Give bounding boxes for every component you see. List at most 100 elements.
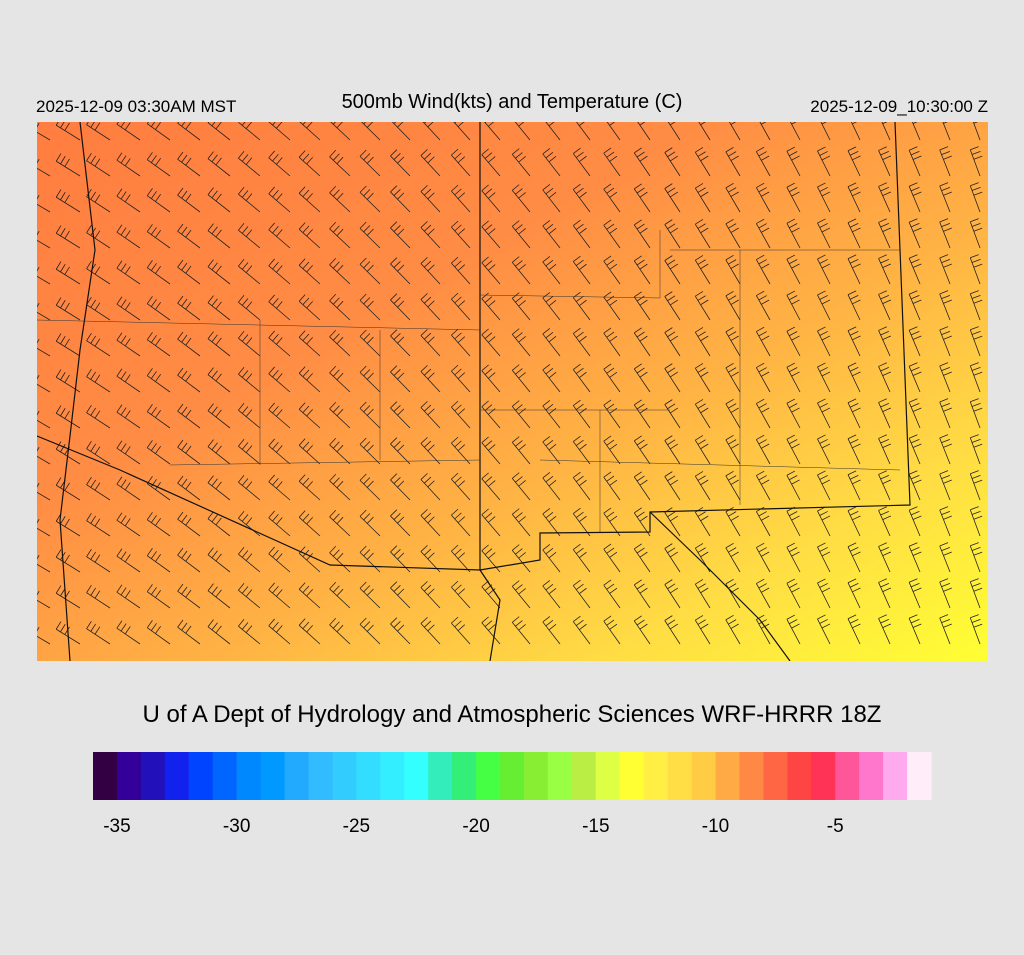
wind-barb: [817, 218, 831, 249]
wind-barb: [572, 471, 591, 501]
wind-barb: [481, 148, 501, 177]
wind-barb: [329, 330, 351, 357]
wind-barb: [298, 186, 321, 213]
wind-barb: [908, 578, 922, 609]
wind-barb: [390, 329, 411, 357]
wind-barb: [390, 149, 411, 177]
wind-barb: [146, 224, 171, 249]
colorbar-swatch: [260, 752, 286, 800]
wind-barb: [694, 543, 711, 573]
wind-barb: [329, 474, 351, 501]
wind-barb: [572, 507, 591, 537]
wind-barb: [37, 122, 51, 141]
wind-barb: [572, 219, 591, 249]
wind-barb: [969, 470, 983, 501]
wind-barb: [908, 290, 922, 321]
colorbar-swatch: [739, 752, 764, 800]
wind-barb: [177, 223, 201, 249]
wind-barb: [572, 579, 591, 609]
wind-barb: [116, 476, 141, 501]
wind-barb: [390, 581, 411, 609]
wind-barb: [725, 470, 741, 501]
wind-barb: [542, 616, 561, 645]
colorbar-swatch: [835, 752, 860, 800]
wind-barb: [572, 147, 591, 177]
wind-barb: [694, 615, 711, 645]
wind-barb: [481, 616, 501, 645]
colorbar-swatch: [595, 752, 621, 800]
colorbar-swatch: [715, 752, 740, 800]
wind-barb: [329, 366, 351, 393]
wind-barb: [329, 294, 351, 321]
wind-barb: [37, 446, 51, 465]
credit: U of A Dept of Hydrology and Atmospheric…: [143, 701, 882, 728]
wind-barb: [298, 258, 321, 285]
wind-barb: [420, 221, 441, 249]
wind-barb: [298, 330, 321, 357]
wind-barb: [728, 122, 741, 141]
wind-barb: [37, 194, 51, 213]
wind-barb: [969, 506, 983, 537]
wind-barb: [86, 548, 111, 573]
wind-barb: [207, 187, 231, 213]
wind-barb: [177, 259, 201, 285]
wind-barb: [481, 508, 501, 537]
wind-barb: [146, 332, 171, 357]
wind-barb: [177, 511, 201, 537]
wind-barb: [116, 584, 141, 609]
wind-barb: [694, 435, 711, 465]
wind-barb: [603, 543, 621, 573]
wind-barb: [238, 331, 261, 357]
wind-barb: [451, 400, 471, 429]
wind-barb: [939, 362, 952, 393]
wind-barb: [633, 327, 651, 357]
wind-barb: [820, 122, 831, 141]
wind-barb: [177, 187, 201, 213]
wind-barb: [633, 579, 651, 609]
wind-barb: [908, 326, 922, 357]
wind-barb: [694, 579, 711, 609]
wind-barb: [420, 401, 441, 429]
wind-barb: [268, 294, 291, 321]
wind-barb: [329, 510, 351, 537]
wind-barb: [177, 151, 201, 177]
colorbar-swatch: [404, 752, 429, 800]
colorbar-tick-label: -25: [343, 816, 370, 837]
wind-barb: [177, 403, 201, 429]
wind-barb: [207, 583, 231, 609]
wind-barb: [817, 254, 831, 285]
wind-barb: [359, 401, 381, 429]
wind-barb: [481, 400, 501, 429]
wind-barb: [359, 221, 381, 249]
wind-barb: [694, 327, 711, 357]
wind-barb: [390, 401, 411, 429]
wind-barb: [847, 434, 861, 465]
wind-barb: [542, 580, 561, 609]
wind-barb: [633, 255, 651, 285]
wind-barb: [664, 219, 681, 249]
colorbar-swatch: [500, 752, 525, 800]
wind-barb: [542, 220, 561, 249]
wind-barb: [664, 399, 681, 429]
wind-barb: [86, 584, 111, 609]
colorbar-tick-label: -10: [702, 816, 729, 837]
wind-barb: [177, 439, 201, 465]
wind-barb: [942, 122, 951, 141]
colorbar-swatch: [164, 752, 190, 800]
colorbar-swatch: [859, 752, 884, 800]
colorbar-swatch: [428, 752, 453, 800]
wind-barb: [878, 182, 892, 213]
wind-barb: [633, 399, 651, 429]
colorbar-swatch: [691, 752, 717, 800]
wind-barb: [207, 619, 231, 645]
wind-barb: [484, 122, 501, 141]
wind-barb: [329, 258, 351, 285]
wind-barb: [55, 225, 81, 249]
colorbar-swatch: [452, 752, 477, 800]
colorbar-tick-label: -15: [582, 816, 609, 837]
wind-barb: [268, 474, 291, 501]
wind-barb: [298, 546, 321, 573]
wind-barb: [177, 475, 201, 501]
wind-barb: [207, 439, 231, 465]
